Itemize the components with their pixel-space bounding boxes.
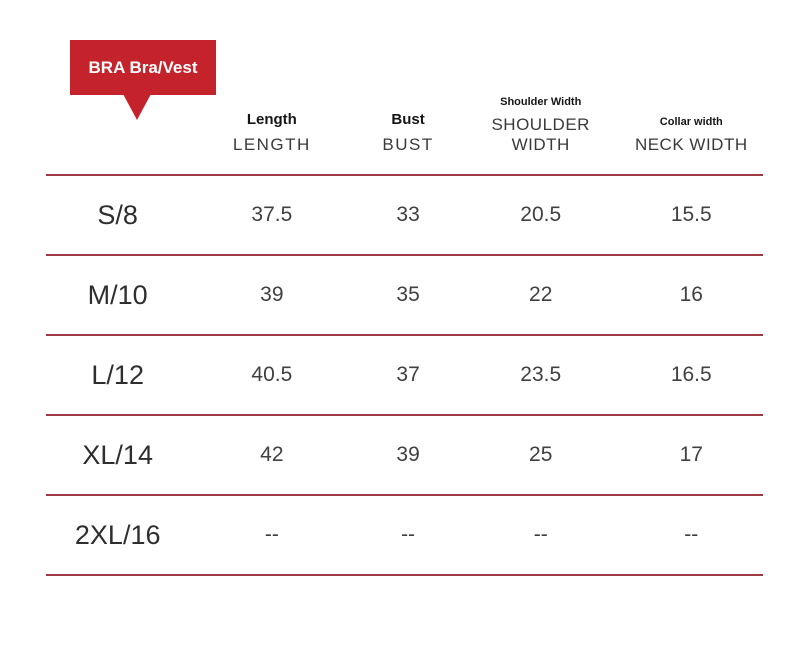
category-badge-pointer-icon — [123, 94, 151, 120]
header-length: Length LENGTH — [189, 111, 354, 174]
bust-value: 39 — [396, 443, 420, 466]
table-header-row: Length LENGTH Bust BUST Shoulder Width S… — [46, 96, 763, 176]
length-value: 42 — [260, 443, 284, 466]
category-badge-label: BRA Bra/Vest — [88, 57, 198, 77]
header-bust-label: Bust — [391, 111, 425, 128]
header-neck-width-label: Collar width — [659, 116, 723, 128]
bust-value: -- — [401, 523, 416, 546]
header-length-sublabel: LENGTH — [232, 135, 311, 154]
length-value: 39 — [260, 283, 284, 306]
shoulder-width-value: 25 — [529, 443, 553, 466]
length-value: -- — [264, 523, 279, 546]
header-bust-sublabel: BUST — [382, 135, 434, 154]
neck-width-value: 16 — [679, 283, 703, 306]
length-value: 37.5 — [251, 203, 293, 226]
size-label: L/12 — [91, 359, 144, 390]
neck-width-value: 17 — [679, 443, 703, 466]
table-row-l12: L/12 40.5 37 23.5 16.5 — [46, 336, 763, 416]
category-badge: BRA Bra/Vest — [70, 40, 216, 95]
header-bust: Bust BUST — [354, 111, 462, 174]
bust-value: 33 — [396, 203, 420, 226]
header-shoulder-width-sublabel: SHOULDER WIDTH — [491, 115, 590, 154]
size-label: XL/14 — [82, 439, 153, 470]
neck-width-value: 16.5 — [670, 363, 712, 386]
shoulder-width-value: 23.5 — [520, 363, 562, 386]
bust-value: 35 — [396, 283, 420, 306]
neck-width-value: 15.5 — [670, 203, 712, 226]
bust-value: 37 — [396, 363, 420, 386]
shoulder-width-value: 22 — [529, 283, 553, 306]
size-label: M/10 — [87, 279, 148, 310]
table-row-s8: S/8 37.5 33 20.5 15.5 — [46, 176, 763, 256]
length-value: 40.5 — [251, 363, 293, 386]
size-label: S/8 — [97, 199, 138, 230]
shoulder-width-value: 20.5 — [520, 203, 562, 226]
header-length-label: Length — [246, 111, 297, 128]
neck-width-value: -- — [684, 523, 699, 546]
table-row-xl14: XL/14 42 39 25 17 — [46, 416, 763, 496]
table-row-2xl16: 2XL/16 -- -- -- -- — [46, 496, 763, 576]
size-label: 2XL/16 — [74, 519, 161, 550]
header-shoulder-width: Shoulder Width SHOULDER WIDTH — [462, 96, 620, 174]
header-neck-width-sublabel: NECK WIDTH — [634, 135, 748, 154]
shoulder-width-value: -- — [533, 523, 548, 546]
table-row-m10: M/10 39 35 22 16 — [46, 256, 763, 336]
size-table: Length LENGTH Bust BUST Shoulder Width S… — [46, 96, 763, 576]
header-shoulder-width-label: Shoulder Width — [500, 96, 582, 108]
header-neck-width: Collar width NECK WIDTH — [620, 116, 763, 174]
